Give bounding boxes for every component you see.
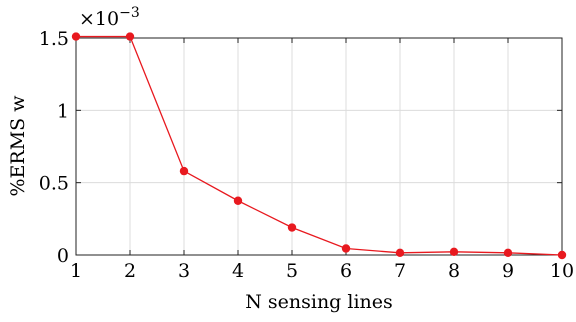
y-exponent-label: ×10−3 — [79, 5, 140, 30]
x-tick-label: 6 — [340, 260, 352, 282]
x-tick-label: 4 — [232, 260, 244, 282]
x-tick-labels: 1 2 3 4 5 6 7 8 9 10 — [70, 260, 574, 282]
x-tick-label: 3 — [178, 260, 190, 282]
y-tick-labels: 0 0.5 1 1.5 — [39, 28, 69, 267]
series-line — [76, 35, 563, 256]
series-group — [71, 32, 567, 260]
x-tick-label: 1 — [70, 260, 82, 282]
x-axis-label: N sensing lines — [245, 291, 393, 313]
grid — [76, 38, 562, 255]
data-point — [125, 32, 135, 41]
y-tick-label: 1 — [57, 100, 69, 122]
data-point — [287, 223, 297, 232]
data-point — [71, 32, 81, 41]
tick-marks — [75, 37, 563, 256]
plot-area-frame — [75, 37, 563, 256]
x-tick-label: 7 — [394, 260, 406, 282]
data-point — [341, 244, 351, 253]
y-exponent-power: −3 — [119, 5, 140, 21]
data-point — [395, 248, 405, 258]
x-tick-label: 2 — [124, 260, 136, 282]
data-point — [179, 166, 189, 176]
x-tick-label: 5 — [286, 260, 298, 282]
y-axis-label: %ERMS w — [7, 95, 29, 197]
y-tick-label: 0.5 — [39, 173, 69, 195]
y-tick-label: 0 — [57, 245, 69, 267]
data-point — [233, 196, 243, 205]
data-point — [557, 250, 567, 260]
x-tick-label: 10 — [550, 260, 574, 282]
y-tick-label: 1.5 — [39, 28, 69, 50]
x-tick-label: 8 — [448, 260, 460, 282]
x-tick-label: 9 — [502, 260, 514, 282]
data-point — [503, 248, 513, 258]
data-point — [449, 247, 459, 257]
y-exponent-base: ×10 — [79, 8, 119, 30]
